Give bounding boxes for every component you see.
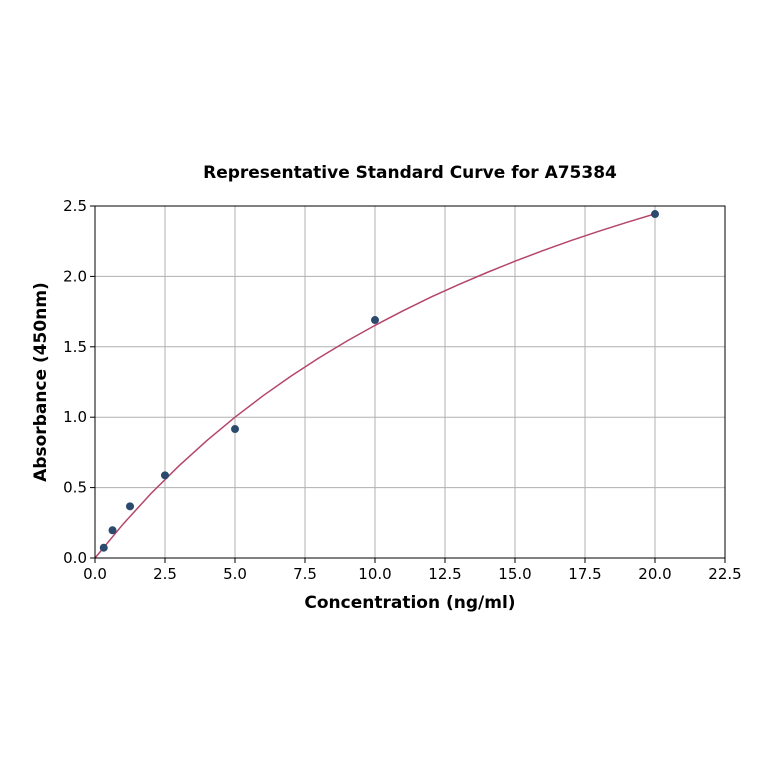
x-axis-ticks: 0.0 2.5 5.0 7.5 10.0 12.5 15.0 17.5 20.0 22.5 [83, 558, 742, 583]
data-point [161, 471, 169, 480]
y-tick-label: 1.0 [63, 408, 87, 426]
data-point [371, 316, 379, 325]
fit-curve [94, 213, 656, 559]
x-tick-label: 12.5 [428, 565, 461, 583]
x-tick-label: 0.0 [83, 565, 107, 583]
data-point [99, 543, 108, 552]
data-point [651, 210, 659, 219]
data-point [108, 526, 117, 535]
data-points [99, 210, 659, 552]
x-tick-label: 15.0 [498, 565, 531, 583]
x-tick-label: 22.5 [708, 565, 741, 583]
y-tick-label: 0.5 [63, 479, 87, 497]
data-point [126, 502, 134, 511]
grid [94, 205, 726, 559]
y-tick-label: 2.5 [63, 197, 87, 215]
x-axis-label: Concentration (ng/ml) [304, 593, 515, 613]
y-tick-label: 2.0 [63, 267, 87, 285]
y-tick-label: 0.0 [63, 549, 87, 567]
x-tick-label: 7.5 [293, 565, 317, 583]
y-axis-ticks: 0.0 0.5 1.0 1.5 2.0 2.5 [63, 197, 95, 567]
x-tick-label: 10.0 [358, 565, 391, 583]
fit-curve-group [94, 213, 656, 559]
x-tick-label: 20.0 [638, 565, 671, 583]
plot-frame [94, 205, 726, 559]
x-tick-label: 5.0 [223, 565, 247, 583]
chart-title: Representative Standard Curve for A75384 [203, 163, 617, 183]
x-tick-label: 2.5 [153, 565, 177, 583]
data-point [231, 425, 239, 434]
y-tick-label: 1.5 [63, 338, 87, 356]
x-tick-label: 17.5 [568, 565, 601, 583]
y-axis-label: Absorbance (450nm) [31, 282, 51, 482]
